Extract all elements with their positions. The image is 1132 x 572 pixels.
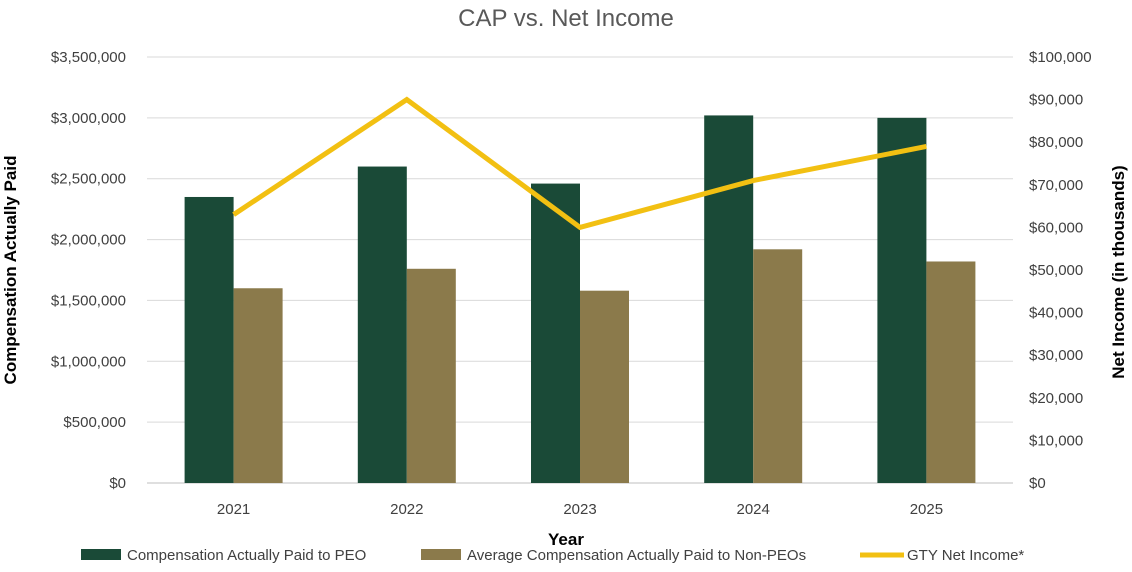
peo-cap-bar <box>704 115 754 484</box>
y-tick-label: $1,500,000 <box>51 292 126 309</box>
bars <box>184 115 976 484</box>
axes: $0 $500,000 $1,000,000 $1,500,000 $2,000,000… <box>51 49 1092 518</box>
x-tick-label: 2022 <box>390 501 423 518</box>
x-tick-label: 2021 <box>217 501 250 518</box>
peo-cap-bar <box>877 117 927 483</box>
x-tick-label: 2025 <box>910 501 943 518</box>
non-peo-cap-bar <box>753 249 803 483</box>
y-tick-label: $1,000,000 <box>51 353 126 370</box>
y2-tick-label: $40,000 <box>1029 305 1083 322</box>
y2-tick-label: $60,000 <box>1029 219 1083 236</box>
y2-tick-label: $10,000 <box>1029 432 1083 449</box>
peo-cap-bar <box>184 196 234 483</box>
chart-title: CAP vs. Net Income <box>458 5 674 32</box>
y-tick-label: $2,000,000 <box>51 232 126 249</box>
y-tick-label: $3,500,000 <box>51 49 126 66</box>
non-peo-cap-bar <box>580 290 629 483</box>
net-income-line-layer <box>232 96 927 231</box>
y-tick-label: $0 <box>109 475 126 492</box>
legend-swatch <box>81 549 121 560</box>
legend-swatch <box>421 549 461 560</box>
y2-tick-label: $0 <box>1029 475 1046 492</box>
y2-axis-title: Net Income (in thousands) <box>1109 165 1128 378</box>
y2-tick-label: $70,000 <box>1029 177 1083 194</box>
legend-label: Average Compensation Actually Paid to No… <box>467 547 806 564</box>
y2-tick-label: $100,000 <box>1029 49 1092 66</box>
y2-tick-label: $80,000 <box>1029 134 1083 151</box>
legend-label: Compensation Actually Paid to PEO <box>127 547 366 564</box>
y-axis-title: Compensation Actually Paid <box>1 156 20 385</box>
peo-cap-bar <box>357 166 407 484</box>
y2-tick-label: $30,000 <box>1029 347 1083 364</box>
x-axis-title: Year <box>548 530 584 549</box>
non-peo-cap-bar <box>926 261 976 483</box>
legend: Compensation Actually Paid to PEO Average… <box>81 547 1024 564</box>
y2-tick-label: $50,000 <box>1029 262 1083 279</box>
x-tick-label: 2023 <box>563 501 596 518</box>
y2-tick-label: $20,000 <box>1029 390 1083 407</box>
y-tick-label: $500,000 <box>63 414 126 431</box>
peo-cap-bar <box>531 183 580 483</box>
non-peo-cap-bar <box>406 268 456 483</box>
non-peo-cap-bar <box>233 288 283 483</box>
legend-label: GTY Net Income* <box>907 547 1024 564</box>
y2-tick-label: $90,000 <box>1029 92 1083 109</box>
x-tick-label: 2024 <box>737 501 770 518</box>
y-tick-label: $2,500,000 <box>51 171 126 188</box>
y-tick-label: $3,000,000 <box>51 110 126 127</box>
